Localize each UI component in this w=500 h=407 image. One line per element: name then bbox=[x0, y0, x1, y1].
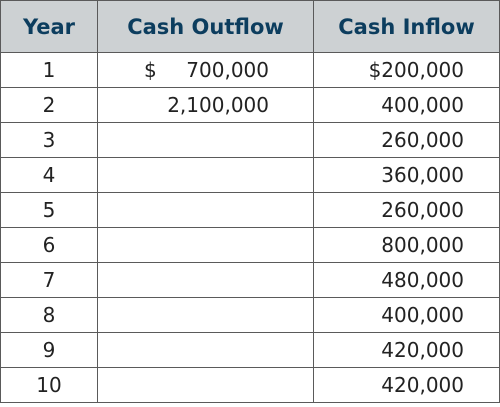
table-row: 2 2,100,000 400,000 bbox=[0, 87, 500, 123]
table-body: 1 $700,000 $200,000 2 2,100,000 400,000 3 260,0… bbox=[0, 52, 500, 403]
cash-inflow-cell: 420,000 bbox=[313, 332, 500, 368]
year-cell: 2 bbox=[0, 87, 98, 123]
year-cell: 6 bbox=[0, 227, 98, 263]
table-row: 6 800,000 bbox=[0, 227, 500, 263]
year-cell: 1 bbox=[0, 52, 98, 88]
table-row: 4 360,000 bbox=[0, 157, 500, 193]
year-cell: 10 bbox=[0, 367, 98, 403]
cash-inflow-cell: 260,000 bbox=[313, 122, 500, 158]
header-cash-outflow: Cash Outflow bbox=[97, 0, 314, 53]
cash-inflow-cell: 800,000 bbox=[313, 227, 500, 263]
cash-inflow-cell: 420,000 bbox=[313, 367, 500, 403]
cash-outflow-cell bbox=[97, 367, 314, 403]
cash-inflow-cell: $200,000 bbox=[313, 52, 500, 88]
table-row: 5 260,000 bbox=[0, 192, 500, 228]
currency-symbol: $ bbox=[144, 58, 157, 82]
cash-outflow-cell bbox=[97, 262, 314, 298]
cash-outflow-cell bbox=[97, 332, 314, 368]
cash-inflow-cell: 480,000 bbox=[313, 262, 500, 298]
table-row: 10 420,000 bbox=[0, 367, 500, 403]
year-cell: 9 bbox=[0, 332, 98, 368]
header-cash-inflow: Cash Inflow bbox=[313, 0, 500, 53]
cash-inflow-cell: 400,000 bbox=[313, 87, 500, 123]
table-row: 1 $700,000 $200,000 bbox=[0, 52, 500, 88]
header-year: Year bbox=[0, 0, 98, 53]
cash-outflow-amount: 2,100,000 bbox=[167, 93, 269, 117]
table-row: 7 480,000 bbox=[0, 262, 500, 298]
cash-inflow-cell: 360,000 bbox=[313, 157, 500, 193]
cash-inflow-cell: 400,000 bbox=[313, 297, 500, 333]
year-cell: 3 bbox=[0, 122, 98, 158]
year-cell: 7 bbox=[0, 262, 98, 298]
cash-inflow-cell: 260,000 bbox=[313, 192, 500, 228]
header-row: Year Cash Outflow Cash Inflow bbox=[0, 0, 500, 53]
cash-outflow-cell bbox=[97, 122, 314, 158]
cash-outflow-cell bbox=[97, 157, 314, 193]
year-cell: 5 bbox=[0, 192, 98, 228]
table-row: 8 400,000 bbox=[0, 297, 500, 333]
table-row: 9 420,000 bbox=[0, 332, 500, 368]
cash-outflow-cell: $700,000 bbox=[97, 52, 314, 88]
cash-outflow-cell bbox=[97, 297, 314, 333]
cash-outflow-amount: 700,000 bbox=[186, 58, 269, 82]
table-row: 3 260,000 bbox=[0, 122, 500, 158]
table-header: Year Cash Outflow Cash Inflow bbox=[0, 0, 500, 53]
cash-outflow-cell bbox=[97, 227, 314, 263]
year-cell: 8 bbox=[0, 297, 98, 333]
cash-outflow-cell: 2,100,000 bbox=[97, 87, 314, 123]
cash-outflow-cell bbox=[97, 192, 314, 228]
year-cell: 4 bbox=[0, 157, 98, 193]
